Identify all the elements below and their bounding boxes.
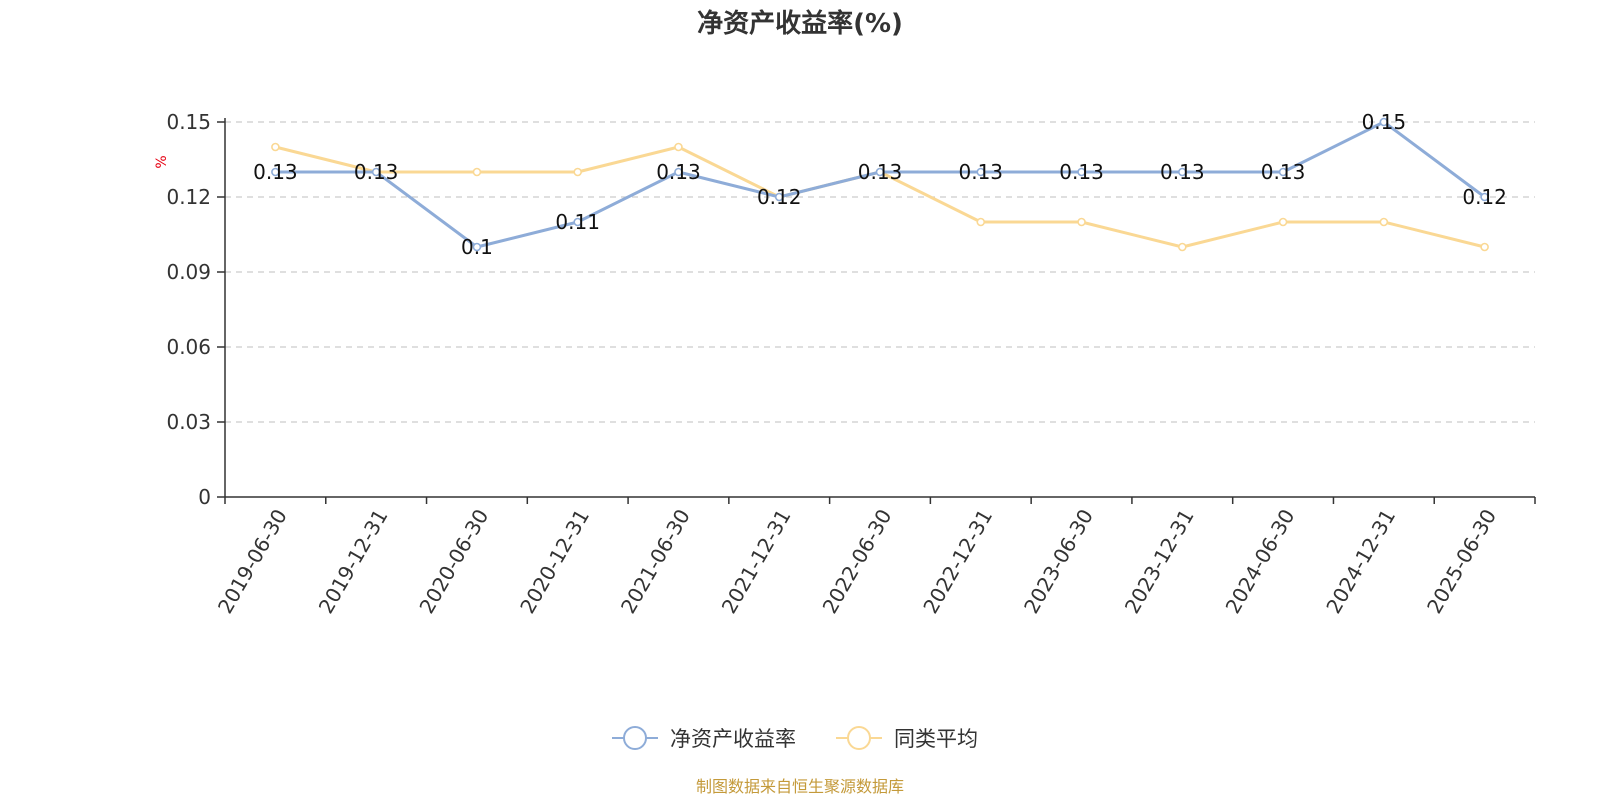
series-0-point-4[interactable] [674,167,683,177]
series-0-point-9[interactable] [1178,167,1187,177]
y-tick-label-4: 0.12 [166,185,211,209]
y-tick-label-2: 0.06 [166,335,211,359]
x-tick-label-2: 2020-06-30 [414,505,493,618]
x-tick-label-7: 2022-12-31 [918,505,997,618]
source-attribution: 制图数据来自恒生聚源数据库 [696,777,904,796]
series-1-point-0[interactable] [271,142,280,152]
x-tick-label-12: 2025-06-30 [1422,505,1501,618]
data-label-12: 0.12 [1462,185,1507,209]
data-label-11: 0.15 [1362,110,1407,134]
series-lines [271,117,1489,252]
series-1-point-3[interactable] [573,167,582,177]
data-label-6: 0.13 [858,160,903,184]
legend: 净资产收益率 同类平均 [612,726,978,751]
y-tick-label-1: 0.03 [166,410,211,434]
x-tick-label-3: 2020-12-31 [515,505,594,618]
x-tick-label-1: 2019-12-31 [314,505,393,618]
series-1-point-11[interactable] [1379,217,1389,227]
y-tick-label-3: 0.09 [166,260,211,284]
y-tick-label-5: 0.15 [166,110,211,134]
legend-marker-0[interactable] [623,726,647,750]
series-0-point-11[interactable] [1379,117,1389,127]
series-1-point-12[interactable] [1480,242,1489,252]
data-label-5: 0.12 [757,185,802,209]
data-label-2: 0.1 [461,235,493,259]
x-tick-label-6: 2022-06-30 [817,505,896,618]
series-0-point-10[interactable] [1278,167,1288,177]
data-label-9: 0.13 [1160,160,1205,184]
data-label-10: 0.13 [1261,160,1306,184]
x-tick-label-0: 2019-06-30 [213,505,292,618]
x-tick-label-11: 2024-12-31 [1321,505,1400,618]
data-label-1: 0.13 [354,160,399,184]
series-1-point-9[interactable] [1178,242,1187,252]
series-1-point-2[interactable] [472,167,482,177]
series-0-point-12[interactable] [1480,192,1489,202]
x-tick-label-8: 2023-06-30 [1019,505,1098,618]
series-line-0 [275,120,1486,249]
gridlines [225,121,1535,423]
legend-label-0[interactable]: 净资产收益率 [670,727,796,751]
series-0-point-0[interactable] [271,167,280,177]
data-label-7: 0.13 [959,160,1004,184]
series-1-point-10[interactable] [1278,217,1288,227]
series-0-point-1[interactable] [371,167,381,177]
series-1-point-4[interactable] [674,142,683,152]
data-label-8: 0.13 [1059,160,1104,184]
legend-label-1[interactable]: 同类平均 [894,727,978,751]
x-tick-label-5: 2021-12-31 [717,505,796,618]
data-label-3: 0.11 [555,210,600,234]
data-label-0: 0.13 [253,160,298,184]
x-tick-label-10: 2024-06-30 [1221,505,1300,618]
series-0-point-7[interactable] [976,167,986,177]
series-0-point-6[interactable] [875,167,885,177]
series-1-point-8[interactable] [1077,217,1086,227]
chart-title: 净资产收益率(%) [697,8,903,39]
series-0-point-5[interactable] [774,192,784,202]
data-label-4: 0.13 [656,160,701,184]
series-1-point-7[interactable] [976,217,986,227]
y-axis-unit-label: % [154,155,170,168]
legend-marker-1[interactable] [847,726,871,750]
axes: 0 0.03 0.06 0.09 0.12 0.15 2019-06-30 2019-12-3… [166,110,1536,618]
series-0-point-2[interactable] [472,242,482,252]
data-labels: 0.13 0.13 0.1 0.11 0.13 0.12 0.13 0.13 0.13 0.13 0… [253,110,1507,259]
series-0-point-3[interactable] [573,217,582,227]
x-tick-label-4: 2021-06-30 [616,505,695,618]
series-0-point-8[interactable] [1077,167,1086,177]
x-tick-label-9: 2023-12-31 [1120,505,1199,618]
y-tick-label-0: 0 [198,485,211,509]
